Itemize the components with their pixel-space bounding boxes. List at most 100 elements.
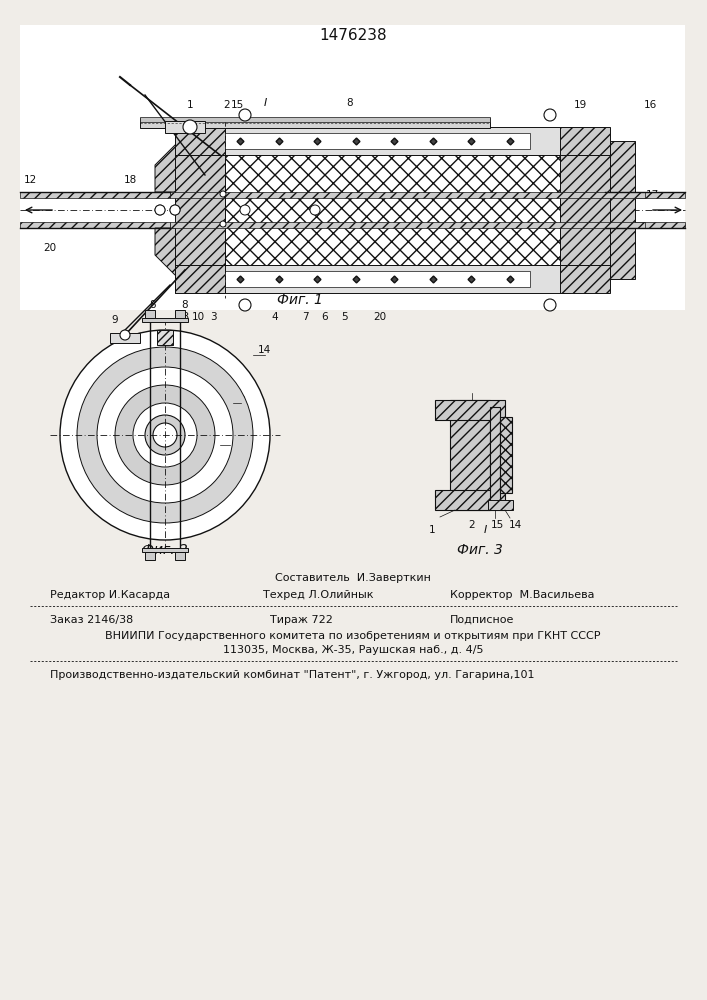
Circle shape: [155, 205, 165, 215]
Text: Техред Л.Олийнык: Техред Л.Олийнык: [263, 590, 373, 600]
Text: 9: 9: [112, 315, 118, 325]
Bar: [175, 552, 185, 560]
Bar: [175, 127, 225, 155]
Text: I: I: [264, 98, 267, 108]
Circle shape: [220, 191, 226, 197]
Text: Составитель  И.Заверткин: Составитель И.Заверткин: [275, 573, 431, 583]
Circle shape: [120, 330, 130, 340]
Text: Подписное: Подписное: [450, 615, 515, 625]
Bar: [20, 25, 685, 310]
Text: 16: 16: [643, 100, 657, 110]
Text: ВНИИПИ Государственного комитета по изобретениям и открытиям при ГКНТ СССР: ВНИИПИ Государственного комитета по изоб…: [105, 631, 601, 641]
Circle shape: [239, 109, 251, 121]
Circle shape: [239, 299, 251, 311]
Bar: [20, 192, 170, 198]
Bar: [175, 265, 570, 293]
Bar: [560, 265, 610, 293]
Text: Заказ 2146/38: Заказ 2146/38: [50, 615, 133, 625]
Text: 1476238: 1476238: [319, 27, 387, 42]
Bar: [170, 222, 645, 228]
Text: 1: 1: [202, 465, 209, 475]
Text: 8: 8: [182, 300, 188, 310]
Circle shape: [145, 415, 185, 455]
Text: Фиг. 1: Фиг. 1: [277, 293, 323, 307]
Bar: [145, 552, 155, 560]
Circle shape: [183, 120, 197, 134]
Text: 1: 1: [187, 100, 193, 110]
Text: 12: 12: [23, 175, 37, 185]
Text: 113035, Москва, Ж-35, Раушская наб., д. 4/5: 113035, Москва, Ж-35, Раушская наб., д. …: [223, 645, 484, 655]
Bar: [435, 490, 505, 510]
Text: 8: 8: [150, 300, 156, 310]
Text: 9: 9: [238, 395, 245, 405]
Bar: [610, 141, 635, 279]
Text: 15: 15: [491, 520, 503, 530]
Bar: [170, 192, 645, 198]
Text: 19: 19: [573, 100, 587, 110]
Circle shape: [170, 205, 180, 215]
Bar: [225, 155, 560, 265]
Bar: [488, 500, 513, 510]
Text: 7: 7: [302, 312, 308, 322]
Circle shape: [220, 221, 226, 227]
Text: 2: 2: [469, 520, 475, 530]
Circle shape: [77, 347, 253, 523]
Text: I: I: [484, 525, 486, 535]
Circle shape: [97, 367, 233, 503]
Bar: [142, 318, 188, 322]
Text: 4: 4: [271, 312, 279, 322]
Text: 15: 15: [230, 100, 244, 110]
Text: 6: 6: [322, 312, 328, 322]
Bar: [450, 400, 490, 510]
Circle shape: [544, 299, 556, 311]
Text: 13: 13: [176, 312, 189, 322]
Circle shape: [155, 205, 165, 215]
Bar: [225, 133, 530, 149]
Text: Тираж 722: Тираж 722: [270, 615, 333, 625]
Circle shape: [133, 403, 197, 467]
Text: 17: 17: [645, 190, 659, 200]
Text: 14: 14: [508, 520, 522, 530]
Bar: [175, 310, 185, 318]
Bar: [560, 127, 610, 155]
Circle shape: [115, 385, 215, 485]
Bar: [560, 155, 610, 265]
Text: 20: 20: [43, 243, 57, 253]
Text: 5: 5: [341, 312, 349, 322]
Bar: [142, 548, 188, 552]
Text: 1: 1: [428, 525, 436, 535]
Bar: [157, 330, 173, 345]
Text: 20: 20: [373, 312, 387, 322]
Bar: [500, 417, 512, 493]
Circle shape: [153, 423, 177, 447]
Polygon shape: [155, 228, 235, 275]
Bar: [435, 400, 505, 420]
Circle shape: [60, 330, 270, 540]
Text: 18: 18: [124, 175, 136, 185]
Bar: [20, 222, 170, 228]
Circle shape: [240, 205, 250, 215]
Circle shape: [170, 205, 180, 215]
Circle shape: [544, 109, 556, 121]
Text: 11: 11: [153, 243, 167, 253]
Polygon shape: [155, 145, 235, 192]
Bar: [110, 333, 140, 343]
Bar: [165, 121, 205, 133]
Text: Фиг. 2: Фиг. 2: [142, 543, 188, 557]
Text: Производственно-издательский комбинат "Патент", г. Ужгород, ул. Гагарина,101: Производственно-издательский комбинат "П…: [50, 670, 534, 680]
Text: 2: 2: [223, 100, 230, 110]
Bar: [605, 192, 685, 198]
Text: 10: 10: [192, 312, 204, 322]
Bar: [225, 271, 530, 287]
Bar: [140, 118, 490, 128]
Text: Редактор И.Касарда: Редактор И.Касарда: [50, 590, 170, 600]
Text: Фиг. 3: Фиг. 3: [457, 543, 503, 557]
Text: 5: 5: [227, 440, 233, 450]
Text: 8: 8: [346, 98, 354, 108]
Text: 14: 14: [258, 345, 271, 355]
Bar: [175, 265, 225, 293]
Text: 3: 3: [210, 312, 216, 322]
Bar: [145, 310, 155, 318]
Text: Корректор  М.Васильева: Корректор М.Васильева: [450, 590, 595, 600]
Bar: [140, 117, 490, 122]
